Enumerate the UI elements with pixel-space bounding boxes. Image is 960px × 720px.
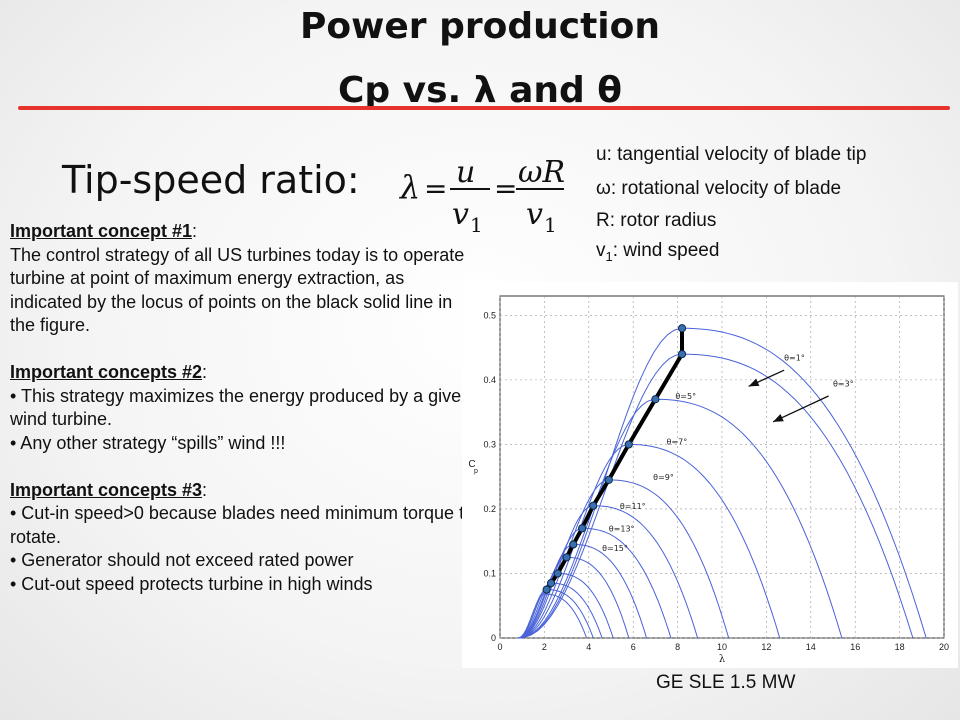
def-omega: ω: rotational velocity of blade xyxy=(596,178,842,199)
x-axis-label: λ xyxy=(719,654,726,665)
def-r: R: rotor radius xyxy=(596,210,717,231)
theta-label: θ=9° xyxy=(653,473,674,482)
locus-point xyxy=(569,540,578,549)
y-tick-label: 0.1 xyxy=(483,568,496,578)
concept-3: Important concepts #3: xyxy=(10,479,208,500)
cp-curve xyxy=(517,479,730,639)
cp-curve xyxy=(517,543,647,639)
concept-2: Important concepts #2: xyxy=(10,362,208,382)
concept-1: Important concept #1: xyxy=(10,221,198,241)
theta-label: θ=3° xyxy=(833,379,854,388)
formula-v-a: v xyxy=(452,197,469,232)
x-tick-label: 12 xyxy=(761,642,771,652)
formula-eq2: = xyxy=(494,172,517,205)
x-tick-label: 4 xyxy=(586,642,591,652)
x-tick-label: 0 xyxy=(497,642,502,652)
theta-label: θ=13° xyxy=(609,525,635,534)
title-underline xyxy=(18,106,950,110)
x-tick-label: 2 xyxy=(542,642,547,652)
chart-svg: 0 2 4 6 8 10 12 14 16 18 20 0 0.1 0.2 0.3 0.4 0.5 λ Cp θ=1°… xyxy=(468,295,949,665)
formula-sub-b: 1 xyxy=(544,213,557,237)
y-tick-label: 0.4 xyxy=(483,375,496,385)
locus-point xyxy=(604,475,613,485)
y-tick-label: 0.3 xyxy=(483,439,496,449)
cp-curve xyxy=(517,582,603,639)
concept-1-heading: Important concept #1 xyxy=(10,221,193,241)
tip-speed-ratio-label: Tip-speed ratio: xyxy=(62,158,360,202)
locus-point xyxy=(562,553,571,562)
variable-definitions: u: tangential velocity of blade tip ω: r… xyxy=(596,138,866,272)
cp-curve xyxy=(517,353,914,639)
locus-point xyxy=(651,395,660,404)
def-u: u: tangential velocity of blade tip xyxy=(596,144,867,165)
concept-2-bullet-1: • This strategy maximizes the energy pro… xyxy=(10,385,472,430)
formula-u: u xyxy=(456,155,475,190)
concepts-text: Important concept #1: The control strate… xyxy=(10,220,480,596)
theta-label: θ=5° xyxy=(675,392,696,401)
x-tick-label: 14 xyxy=(806,642,816,652)
def-v1: v1: wind speed xyxy=(596,240,720,264)
formula-v-b: v xyxy=(526,197,543,232)
x-tick-label: 16 xyxy=(850,642,860,652)
annotation-arrow-head xyxy=(748,378,760,387)
y-tick-label: 0.5 xyxy=(483,310,496,320)
concept-2-bullet-2: • Any other strategy “spills” wind !!! xyxy=(10,432,286,453)
locus-point xyxy=(542,585,551,594)
cp-curve xyxy=(517,327,927,639)
x-tick-label: 6 xyxy=(631,642,636,652)
locus-point xyxy=(677,349,687,359)
y-axis-label-sub: p xyxy=(474,468,478,475)
annotation-arrow-head xyxy=(773,413,784,422)
x-tick-label: 20 xyxy=(939,642,949,652)
cp-curve xyxy=(517,398,843,639)
locus-point xyxy=(553,569,562,578)
x-tick-label: 18 xyxy=(895,642,905,652)
locus-point xyxy=(578,524,587,533)
chart-caption: GE SLE 1.5 MW xyxy=(656,672,796,693)
theta-label: θ=15° xyxy=(602,544,628,553)
annotation-arrow-shaft xyxy=(772,395,829,423)
cp-curve xyxy=(517,593,588,639)
x-tick-label: 10 xyxy=(717,642,727,652)
cp-curve xyxy=(517,443,781,639)
formula-omega-r: ωR xyxy=(518,155,565,190)
concept-3-bullet-1: • Cut-in speed>0 because blades need min… xyxy=(10,503,475,547)
concept-2-heading: Important concepts #2 xyxy=(10,362,203,382)
formula-eq1: = xyxy=(424,172,447,205)
theta-label: θ=11° xyxy=(620,502,646,511)
locus-point xyxy=(677,324,687,333)
x-tick-label: 8 xyxy=(675,642,680,652)
tip-speed-ratio-formula: λ = u v 1 = ωR v 1 xyxy=(398,155,565,237)
cp-curve xyxy=(517,556,630,639)
cp-curve xyxy=(517,527,672,639)
page-title: Power production xyxy=(300,6,660,47)
locus-point xyxy=(589,501,598,510)
concept-3-bullet-3: • Cut-out speed protects turbine in high… xyxy=(10,573,373,594)
formula-lambda: λ xyxy=(398,168,420,206)
formula-sub-a: 1 xyxy=(470,213,483,237)
concept-1-body: The control strategy of all US turbines … xyxy=(10,244,465,336)
theta-label: θ=1° xyxy=(784,354,805,363)
concept-3-bullet-2: • Generator should not exceed rated powe… xyxy=(10,550,354,570)
locus-point xyxy=(546,579,556,588)
y-tick-label: 0.2 xyxy=(483,504,496,514)
cp-curve xyxy=(517,573,614,639)
y-tick-label: 0 xyxy=(491,633,496,643)
page-subtitle: Cp vs. λ and θ xyxy=(337,70,623,111)
cp-curve xyxy=(517,505,699,639)
concept-3-heading: Important concepts #3 xyxy=(10,479,203,500)
locus-point xyxy=(624,440,633,449)
y-axis-label: C xyxy=(468,459,475,470)
theta-label: θ=7° xyxy=(667,437,688,446)
